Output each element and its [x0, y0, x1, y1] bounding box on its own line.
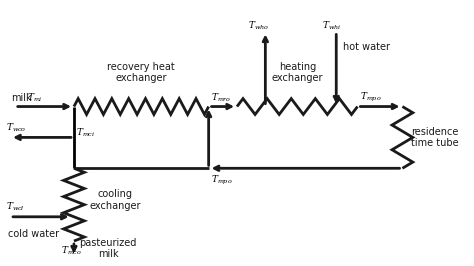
Text: $T_{wcl}$: $T_{wcl}$	[6, 201, 25, 213]
Text: recovery heat
exchanger: recovery heat exchanger	[108, 61, 175, 83]
Text: residence
time tube: residence time tube	[411, 127, 458, 148]
Text: pasteurized
milk: pasteurized milk	[80, 238, 137, 259]
Text: $T_{mco}$: $T_{mco}$	[61, 245, 82, 257]
Text: $T_{wco}$: $T_{wco}$	[6, 121, 27, 134]
Text: milk: milk	[11, 93, 32, 103]
Text: $T_{who}$: $T_{who}$	[248, 19, 269, 32]
Text: $T_{mci}$: $T_{mci}$	[76, 126, 96, 139]
Text: $T_{mi}$: $T_{mi}$	[27, 92, 42, 104]
Text: $T_{mpo}$: $T_{mpo}$	[360, 91, 382, 104]
Text: $T_{whi}$: $T_{whi}$	[322, 19, 341, 32]
Text: $T_{mpo}$: $T_{mpo}$	[211, 174, 233, 187]
Text: cooling
exchanger: cooling exchanger	[89, 189, 141, 211]
Text: cold water: cold water	[8, 228, 59, 239]
Text: heating
exchanger: heating exchanger	[272, 61, 323, 83]
Text: hot water: hot water	[343, 42, 390, 52]
Text: $T_{mro}$: $T_{mro}$	[211, 92, 232, 104]
